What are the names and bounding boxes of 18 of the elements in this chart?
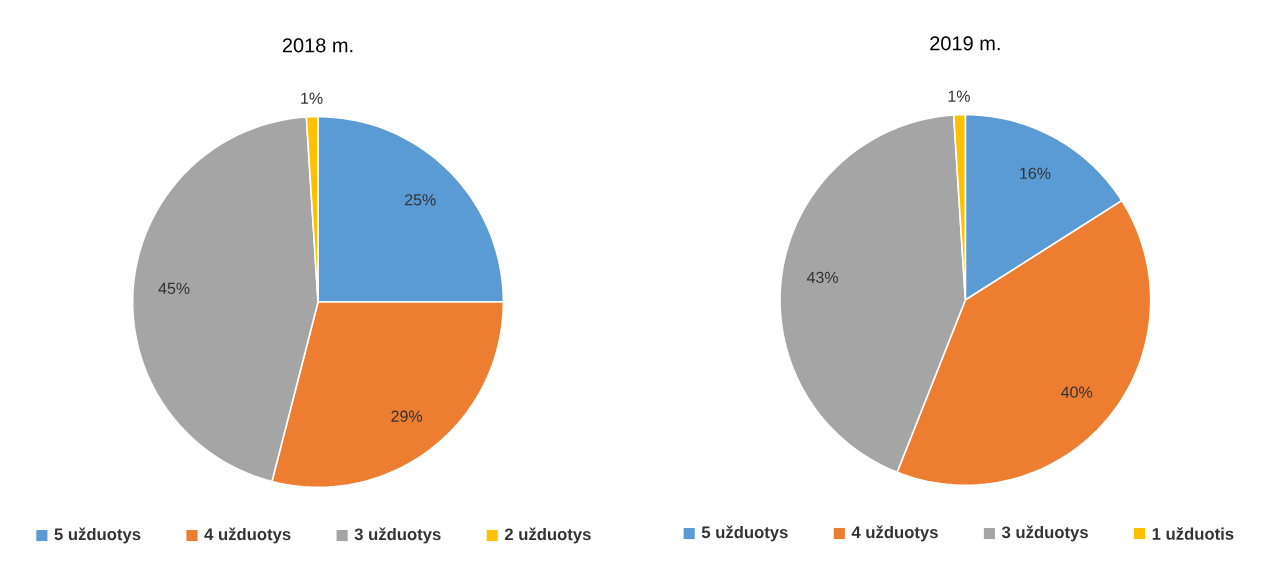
legend-label: 3 užduotys bbox=[354, 527, 441, 544]
chart-title: 2018 m. bbox=[282, 38, 353, 53]
legend-label: 4 užduotys bbox=[204, 527, 291, 544]
chart-title: 2019 m. bbox=[930, 36, 1000, 51]
legend-label: 1 užduotis bbox=[1152, 527, 1234, 540]
data-label: 29% bbox=[391, 410, 423, 422]
legend-label: 5 užduotys bbox=[701, 525, 788, 542]
data-label: 45% bbox=[158, 282, 190, 295]
legend-label: 3 užduotys bbox=[1001, 525, 1088, 542]
data-label: 1% bbox=[948, 90, 970, 102]
data-label: 25% bbox=[405, 194, 436, 206]
legend-label: 2 užduotys bbox=[504, 527, 591, 544]
data-label: 16% bbox=[1020, 167, 1051, 179]
data-label: 40% bbox=[1061, 386, 1093, 398]
data-label: 1% bbox=[301, 92, 323, 104]
legend-label: 4 užduotys bbox=[851, 525, 938, 542]
data-label: 43% bbox=[806, 271, 838, 284]
legend-label: 5 užduotys bbox=[54, 527, 141, 544]
